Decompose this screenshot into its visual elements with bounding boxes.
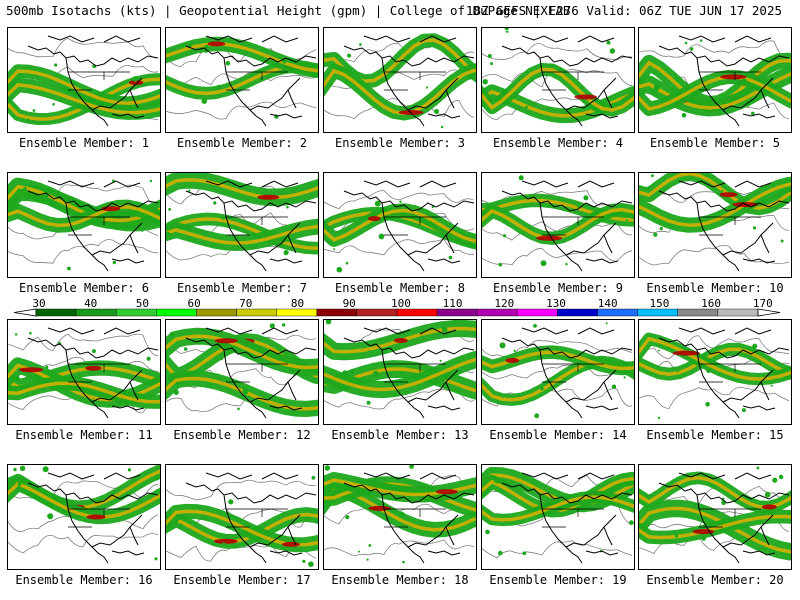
ensemble-member-map <box>165 319 319 425</box>
colorbar-tick-label: 30 <box>32 297 46 310</box>
ensemble-member-label: Ensemble Member: 13 <box>331 428 469 442</box>
isotach-map-plot <box>8 327 160 419</box>
chart-header: 500mb Isotachs (kts) | Geopotential Heig… <box>6 3 796 21</box>
colorbar-swatch <box>717 308 759 317</box>
colorbar-swatch <box>75 308 117 317</box>
isotach-map-plot <box>166 35 318 127</box>
ensemble-member-label: Ensemble Member: 6 <box>18 281 150 295</box>
ensemble-member-map <box>165 172 319 278</box>
colorbar-swatch <box>316 308 358 317</box>
chart-title: 500mb Isotachs (kts) | Geopotential Heig… <box>6 3 571 18</box>
ensemble-member-map <box>7 27 161 133</box>
isotach-colorbar: 30 40 50 60 70 80 90 100 110 120 130 140 150 160 170 <box>8 296 792 320</box>
isotach-map-plot <box>324 465 476 564</box>
ensemble-member-map <box>481 27 635 133</box>
colorbar-tick-label: 100 <box>390 297 411 310</box>
ensemble-member-map <box>7 319 161 425</box>
colorbar-tick-label: 170 <box>752 297 773 310</box>
colorbar-tick-label: 50 <box>135 297 150 310</box>
colorbar-swatch <box>637 308 679 317</box>
isotach-map-plot <box>8 35 160 127</box>
ensemble-member-label: Ensemble Member: 2 <box>176 136 308 150</box>
colorbar-swatch <box>236 308 277 317</box>
ensemble-member-map <box>165 464 319 570</box>
isotach-map-plot <box>482 175 634 272</box>
isotach-map-plot <box>324 320 476 419</box>
colorbar-swatch <box>115 308 157 317</box>
ensemble-member-label: Ensemble Member: 18 <box>331 573 469 587</box>
colorbar-tick-label: 80 <box>290 297 305 310</box>
ensemble-member-label: Ensemble Member: 1 <box>18 136 150 150</box>
ensemble-member-map <box>323 27 477 133</box>
ensemble-member-label: Ensemble Member: 4 <box>492 136 624 150</box>
colorbar-swatch <box>396 308 438 317</box>
isotach-map-plot <box>8 177 160 272</box>
ensemble-member-map <box>323 464 477 570</box>
colorbar-tick-label: 40 <box>84 297 98 310</box>
isotach-map-plot <box>639 466 791 564</box>
isotach-map-plot <box>482 466 634 564</box>
isotach-map-plot <box>8 465 160 564</box>
isotach-map-plot <box>166 173 318 272</box>
ensemble-member-label: Ensemble Member: 19 <box>489 573 627 587</box>
colorbar-tick-label: 130 <box>546 297 566 310</box>
ensemble-member-label: Ensemble Member: 7 <box>176 281 308 295</box>
colorbar-swatch <box>156 308 197 317</box>
colorbar-swatch <box>35 308 77 317</box>
colorbar-tick-label: 120 <box>494 297 515 310</box>
colorbar-swatch <box>477 308 518 317</box>
isotach-map-plot <box>482 28 634 127</box>
ensemble-member-label: Ensemble Member: 16 <box>15 573 153 587</box>
ensemble-member-label: Ensemble Member: 5 <box>649 136 781 150</box>
ensemble-member-map <box>165 27 319 133</box>
ensemble-member-label: Ensemble Member: 9 <box>492 281 624 295</box>
isotach-map-plot <box>166 472 318 567</box>
ensemble-member-map <box>481 319 635 425</box>
colorbar-swatch <box>677 308 719 317</box>
ensemble-member-map <box>7 172 161 278</box>
isotach-map-plot <box>482 322 634 419</box>
colorbar-swatch <box>557 308 598 317</box>
ensemble-member-label: Ensemble Member: 15 <box>646 428 784 442</box>
colorbar-tick-label: 90 <box>342 297 356 310</box>
isotach-map-plot <box>324 33 476 129</box>
ensemble-member-map <box>481 172 635 278</box>
colorbar-swatch <box>196 308 237 317</box>
isotach-map-plot <box>324 180 476 273</box>
colorbar-tick-label: 70 <box>239 297 253 310</box>
ensemble-member-label: Ensemble Member: 10 <box>646 281 784 295</box>
ensemble-member-map <box>638 319 792 425</box>
ensemble-member-label: Ensemble Member: 11 <box>15 428 153 442</box>
ensemble-member-label: Ensemble Member: 20 <box>646 573 784 587</box>
ensemble-member-map <box>638 172 792 278</box>
colorbar-swatch <box>356 308 398 317</box>
ensemble-member-label: Ensemble Member: 17 <box>173 573 311 587</box>
colorbar-tick-label: 160 <box>701 297 722 310</box>
ensemble-member-map <box>638 464 792 570</box>
ensemble-member-map <box>323 319 477 425</box>
ensemble-member-map <box>323 172 477 278</box>
ensemble-member-label: Ensemble Member: 12 <box>173 428 311 442</box>
ensemble-member-map <box>7 464 161 570</box>
isotach-map-plot <box>639 35 791 127</box>
colorbar-swatch <box>276 308 318 317</box>
model-run-info: 18Z GEFS | F276 Valid: 06Z TUE JUN 17 20… <box>465 3 782 18</box>
colorbar-tick-label: 60 <box>187 297 201 310</box>
colorbar-tick-label: 110 <box>442 297 463 310</box>
colorbar-tick-label: 140 <box>597 297 618 310</box>
ensemble-member-label: Ensemble Member: 3 <box>334 136 466 150</box>
colorbar-swatches <box>13 308 781 317</box>
isotach-map-plot <box>166 323 318 419</box>
ensemble-member-label: Ensemble Member: 8 <box>334 281 466 295</box>
ensemble-member-label: Ensemble Member: 14 <box>489 428 627 442</box>
colorbar-swatch <box>517 308 558 317</box>
isotach-map-plot <box>639 173 791 272</box>
isotach-map-plot <box>639 327 791 420</box>
ensemble-member-map <box>481 464 635 570</box>
ensemble-member-map <box>638 27 792 133</box>
colorbar-swatch <box>597 308 638 317</box>
colorbar-tick-label: 150 <box>649 297 670 310</box>
colorbar-swatch <box>436 308 478 317</box>
